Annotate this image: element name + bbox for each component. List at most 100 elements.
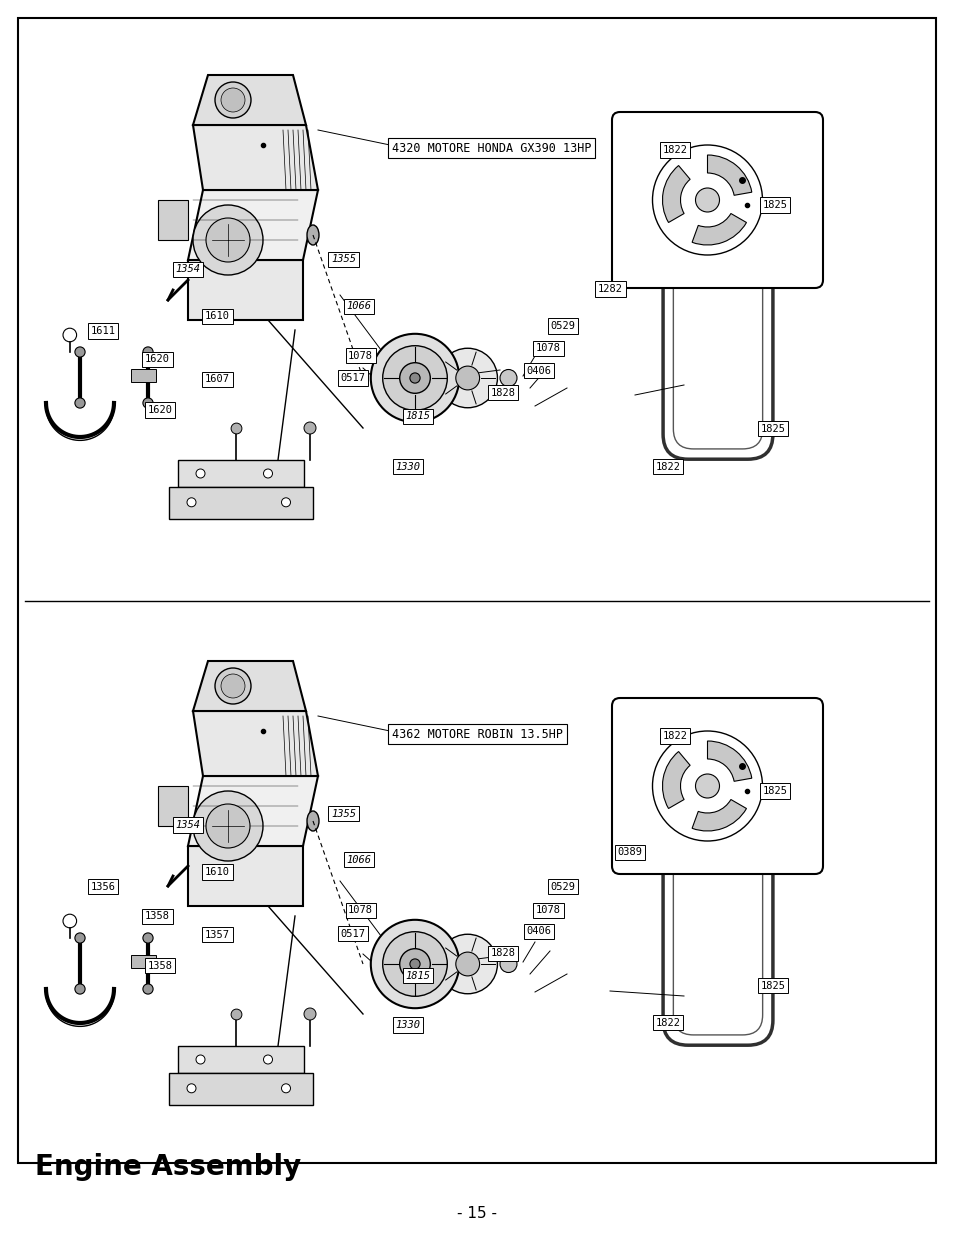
Bar bbox=[158, 785, 188, 826]
Text: 1620: 1620 bbox=[145, 354, 170, 364]
Circle shape bbox=[304, 422, 315, 433]
Circle shape bbox=[399, 948, 430, 979]
Circle shape bbox=[143, 932, 152, 944]
Text: 1282: 1282 bbox=[598, 284, 622, 294]
Ellipse shape bbox=[307, 225, 318, 245]
Circle shape bbox=[263, 1055, 273, 1065]
Text: 0389: 0389 bbox=[617, 847, 641, 857]
Text: - 15 -: - 15 - bbox=[456, 1205, 497, 1220]
Text: 1330: 1330 bbox=[395, 462, 420, 472]
Text: 1822: 1822 bbox=[655, 1018, 679, 1028]
Circle shape bbox=[221, 674, 245, 698]
Bar bbox=[131, 955, 156, 968]
Text: 1078: 1078 bbox=[536, 905, 560, 915]
Circle shape bbox=[187, 1084, 195, 1093]
Bar bbox=[178, 459, 304, 487]
Circle shape bbox=[399, 363, 430, 393]
Circle shape bbox=[143, 984, 152, 994]
Circle shape bbox=[304, 1008, 315, 1020]
Text: 1822: 1822 bbox=[661, 731, 687, 741]
Text: 4320 MOTORE HONDA GX390 13HP: 4320 MOTORE HONDA GX390 13HP bbox=[392, 142, 591, 154]
Text: 1825: 1825 bbox=[760, 981, 784, 990]
Text: 1611: 1611 bbox=[91, 326, 115, 336]
Wedge shape bbox=[691, 214, 745, 245]
Polygon shape bbox=[188, 190, 317, 261]
Circle shape bbox=[195, 1055, 205, 1065]
Polygon shape bbox=[193, 125, 317, 190]
Bar bbox=[169, 1073, 313, 1104]
Bar bbox=[169, 487, 313, 519]
Text: 1822: 1822 bbox=[661, 144, 687, 156]
Text: 1330: 1330 bbox=[395, 1020, 420, 1030]
Text: 1357: 1357 bbox=[205, 930, 230, 940]
Circle shape bbox=[214, 82, 251, 119]
Circle shape bbox=[75, 347, 85, 357]
Text: 1355: 1355 bbox=[331, 254, 355, 264]
Text: 1825: 1825 bbox=[761, 200, 786, 210]
Wedge shape bbox=[661, 752, 689, 809]
Circle shape bbox=[695, 774, 719, 798]
Ellipse shape bbox=[307, 811, 318, 831]
Circle shape bbox=[499, 369, 517, 387]
Text: 1356: 1356 bbox=[91, 882, 115, 892]
Bar bbox=[158, 200, 188, 240]
Circle shape bbox=[410, 373, 419, 383]
Text: 1066: 1066 bbox=[346, 855, 371, 864]
Text: 1610: 1610 bbox=[205, 867, 230, 877]
Text: 0406: 0406 bbox=[526, 366, 551, 375]
Circle shape bbox=[206, 804, 250, 848]
Text: 1607: 1607 bbox=[205, 374, 230, 384]
Polygon shape bbox=[193, 711, 317, 776]
Circle shape bbox=[193, 790, 263, 861]
Circle shape bbox=[437, 348, 497, 408]
Text: 0529: 0529 bbox=[550, 321, 575, 331]
Text: 1822: 1822 bbox=[655, 462, 679, 472]
Circle shape bbox=[75, 984, 85, 994]
Text: 1815: 1815 bbox=[405, 411, 430, 421]
Text: 4362 MOTORE ROBIN 13.5HP: 4362 MOTORE ROBIN 13.5HP bbox=[392, 727, 562, 741]
Text: 1066: 1066 bbox=[346, 301, 371, 311]
Wedge shape bbox=[661, 165, 689, 222]
Circle shape bbox=[75, 398, 85, 408]
Circle shape bbox=[371, 920, 458, 1008]
Bar bbox=[178, 1046, 304, 1073]
Circle shape bbox=[193, 205, 263, 275]
Circle shape bbox=[371, 333, 458, 422]
FancyBboxPatch shape bbox=[612, 112, 822, 288]
Circle shape bbox=[456, 366, 479, 390]
Text: 1358: 1358 bbox=[145, 911, 170, 921]
Circle shape bbox=[382, 931, 447, 997]
Circle shape bbox=[695, 188, 719, 212]
FancyBboxPatch shape bbox=[612, 698, 822, 874]
Circle shape bbox=[206, 219, 250, 262]
Text: 1825: 1825 bbox=[761, 785, 786, 797]
Wedge shape bbox=[691, 799, 745, 831]
Text: 1815: 1815 bbox=[405, 971, 430, 981]
Circle shape bbox=[263, 469, 273, 478]
Circle shape bbox=[499, 956, 517, 972]
Polygon shape bbox=[188, 261, 303, 320]
Circle shape bbox=[187, 498, 195, 506]
Text: 1825: 1825 bbox=[760, 424, 784, 433]
Text: Engine Assembly: Engine Assembly bbox=[35, 1153, 301, 1181]
Circle shape bbox=[214, 668, 251, 704]
Text: 1828: 1828 bbox=[490, 388, 515, 398]
Text: 1078: 1078 bbox=[348, 905, 373, 915]
Circle shape bbox=[221, 88, 245, 112]
Bar bbox=[131, 369, 156, 382]
Wedge shape bbox=[707, 741, 751, 782]
Circle shape bbox=[143, 347, 152, 357]
Circle shape bbox=[231, 424, 242, 433]
Circle shape bbox=[75, 932, 85, 944]
Text: 1078: 1078 bbox=[536, 343, 560, 353]
Circle shape bbox=[437, 934, 497, 994]
Text: 1355: 1355 bbox=[331, 809, 355, 819]
Circle shape bbox=[456, 952, 479, 976]
Text: 1078: 1078 bbox=[348, 351, 373, 361]
Text: 0517: 0517 bbox=[340, 929, 365, 939]
Text: 0406: 0406 bbox=[526, 926, 551, 936]
Polygon shape bbox=[188, 846, 303, 906]
Wedge shape bbox=[707, 156, 751, 195]
Polygon shape bbox=[193, 661, 306, 711]
Circle shape bbox=[195, 469, 205, 478]
